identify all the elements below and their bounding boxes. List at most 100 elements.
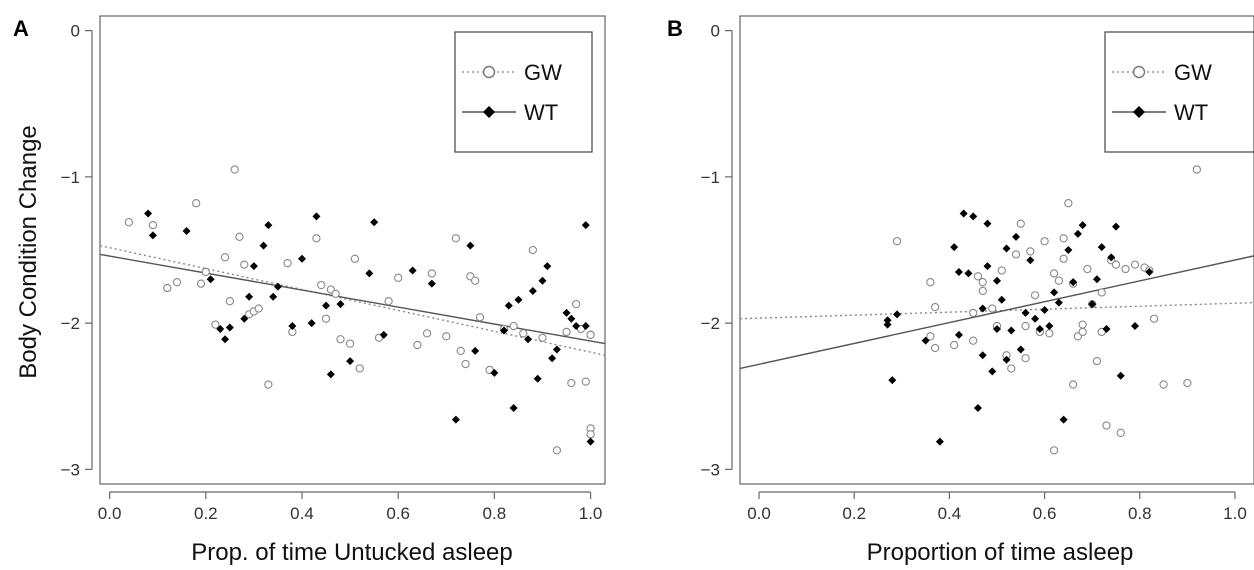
point-gw	[571, 299, 581, 309]
point-wt	[427, 279, 436, 288]
panel-b-plot-frame	[739, 15, 1254, 485]
point-wt	[1097, 243, 1106, 252]
panel-b-letter: B	[667, 16, 683, 41]
point-gw	[1030, 291, 1040, 300]
x-tick-label: 1.0	[1223, 504, 1247, 523]
point-wt	[1002, 244, 1011, 253]
point-wt	[336, 300, 345, 309]
panel-b-x-axis: 0.0 0.2 0.4 0.6 0.8 1.0	[747, 491, 1247, 523]
point-wt	[509, 403, 518, 412]
point-wt	[273, 282, 282, 291]
point-wt	[259, 241, 268, 250]
point-gw	[562, 327, 571, 337]
point-gw	[355, 364, 364, 373]
y-tick-label: −3	[701, 460, 720, 479]
point-wt	[1035, 324, 1044, 333]
point-wt	[562, 308, 571, 317]
point-wt	[245, 292, 254, 301]
point-gw	[519, 329, 528, 338]
point-gw	[461, 359, 470, 369]
point-wt	[1054, 298, 1063, 307]
point-wt	[581, 322, 590, 331]
point-gw	[576, 324, 586, 334]
point-gw	[926, 278, 935, 287]
point-wt	[322, 301, 331, 310]
point-gw	[1092, 356, 1102, 366]
point-gw	[283, 259, 292, 268]
point-gw	[1040, 237, 1049, 246]
point-wt	[978, 351, 987, 360]
point-gw	[1111, 260, 1121, 269]
point-wt	[528, 286, 537, 295]
point-wt	[1102, 324, 1111, 333]
point-gw	[1021, 321, 1030, 331]
point-gw	[1116, 428, 1125, 437]
point-wt	[543, 262, 552, 271]
point-gw	[422, 329, 432, 338]
point-gw	[350, 254, 360, 263]
point-gw	[586, 330, 595, 339]
point-wt	[552, 345, 561, 354]
point-gw	[196, 279, 206, 288]
panel-b-points	[883, 165, 1202, 455]
point-wt	[1021, 308, 1030, 317]
point-wt	[221, 335, 230, 344]
legend-gw-marker	[1132, 65, 1146, 79]
point-gw	[1054, 276, 1064, 285]
point-wt	[504, 301, 513, 310]
panel-b: B 0 −1 −2 −3 0.0 0.2 0.4 0.6 0.8 1.0 Proportion …	[667, 15, 1254, 566]
legend-gw-label: GW	[1174, 60, 1212, 85]
point-gw	[1183, 378, 1192, 388]
point-wt	[144, 209, 153, 218]
panel-a-trendlines	[99, 244, 606, 356]
point-wt	[1092, 275, 1101, 284]
point-wt	[1016, 345, 1025, 354]
y-tick-label: −1	[61, 168, 80, 187]
trendline-wt	[99, 253, 606, 345]
point-gw	[528, 245, 538, 255]
point-gw	[163, 283, 172, 293]
panel-a-x-axis-title: Prop. of time Untucked asleep	[191, 539, 513, 566]
point-wt	[524, 335, 533, 344]
point-gw	[586, 430, 595, 439]
point-gw	[1021, 354, 1030, 363]
point-wt	[1050, 288, 1059, 297]
point-gw	[124, 218, 134, 227]
point-wt	[148, 231, 157, 240]
point-wt	[370, 218, 379, 227]
point-gw	[192, 199, 201, 208]
point-gw	[240, 260, 249, 269]
point-wt	[466, 241, 475, 250]
point-gw	[950, 340, 959, 350]
point-gw	[1049, 446, 1059, 455]
point-wt	[264, 221, 273, 230]
point-wt	[1040, 305, 1049, 314]
legend-box	[1104, 31, 1254, 153]
point-wt	[312, 212, 321, 221]
point-gw	[413, 340, 422, 350]
x-tick-label: 0.8	[483, 504, 507, 523]
point-gw	[978, 286, 987, 296]
x-tick-label: 0.2	[842, 504, 866, 523]
point-gw	[374, 333, 384, 342]
legend-wt-marker	[483, 106, 495, 118]
point-gw	[1068, 380, 1078, 389]
point-gw	[930, 343, 940, 353]
y-tick-label: 0	[71, 22, 80, 41]
legend-gw-label: GW	[524, 60, 562, 85]
point-wt	[500, 326, 508, 335]
x-tick-label: 1.0	[579, 504, 603, 523]
point-gw	[1192, 165, 1202, 174]
panel-a-points	[124, 165, 595, 455]
point-wt	[538, 276, 547, 285]
point-gw	[172, 278, 182, 287]
point-gw	[321, 314, 331, 323]
point-wt	[216, 324, 225, 333]
point-gw	[1083, 264, 1092, 274]
point-wt	[346, 357, 355, 366]
point-wt	[206, 275, 215, 284]
point-gw	[1011, 250, 1021, 259]
point-gw	[1007, 364, 1016, 373]
point-wt	[993, 324, 1001, 333]
x-tick-label: 0.2	[194, 504, 218, 523]
